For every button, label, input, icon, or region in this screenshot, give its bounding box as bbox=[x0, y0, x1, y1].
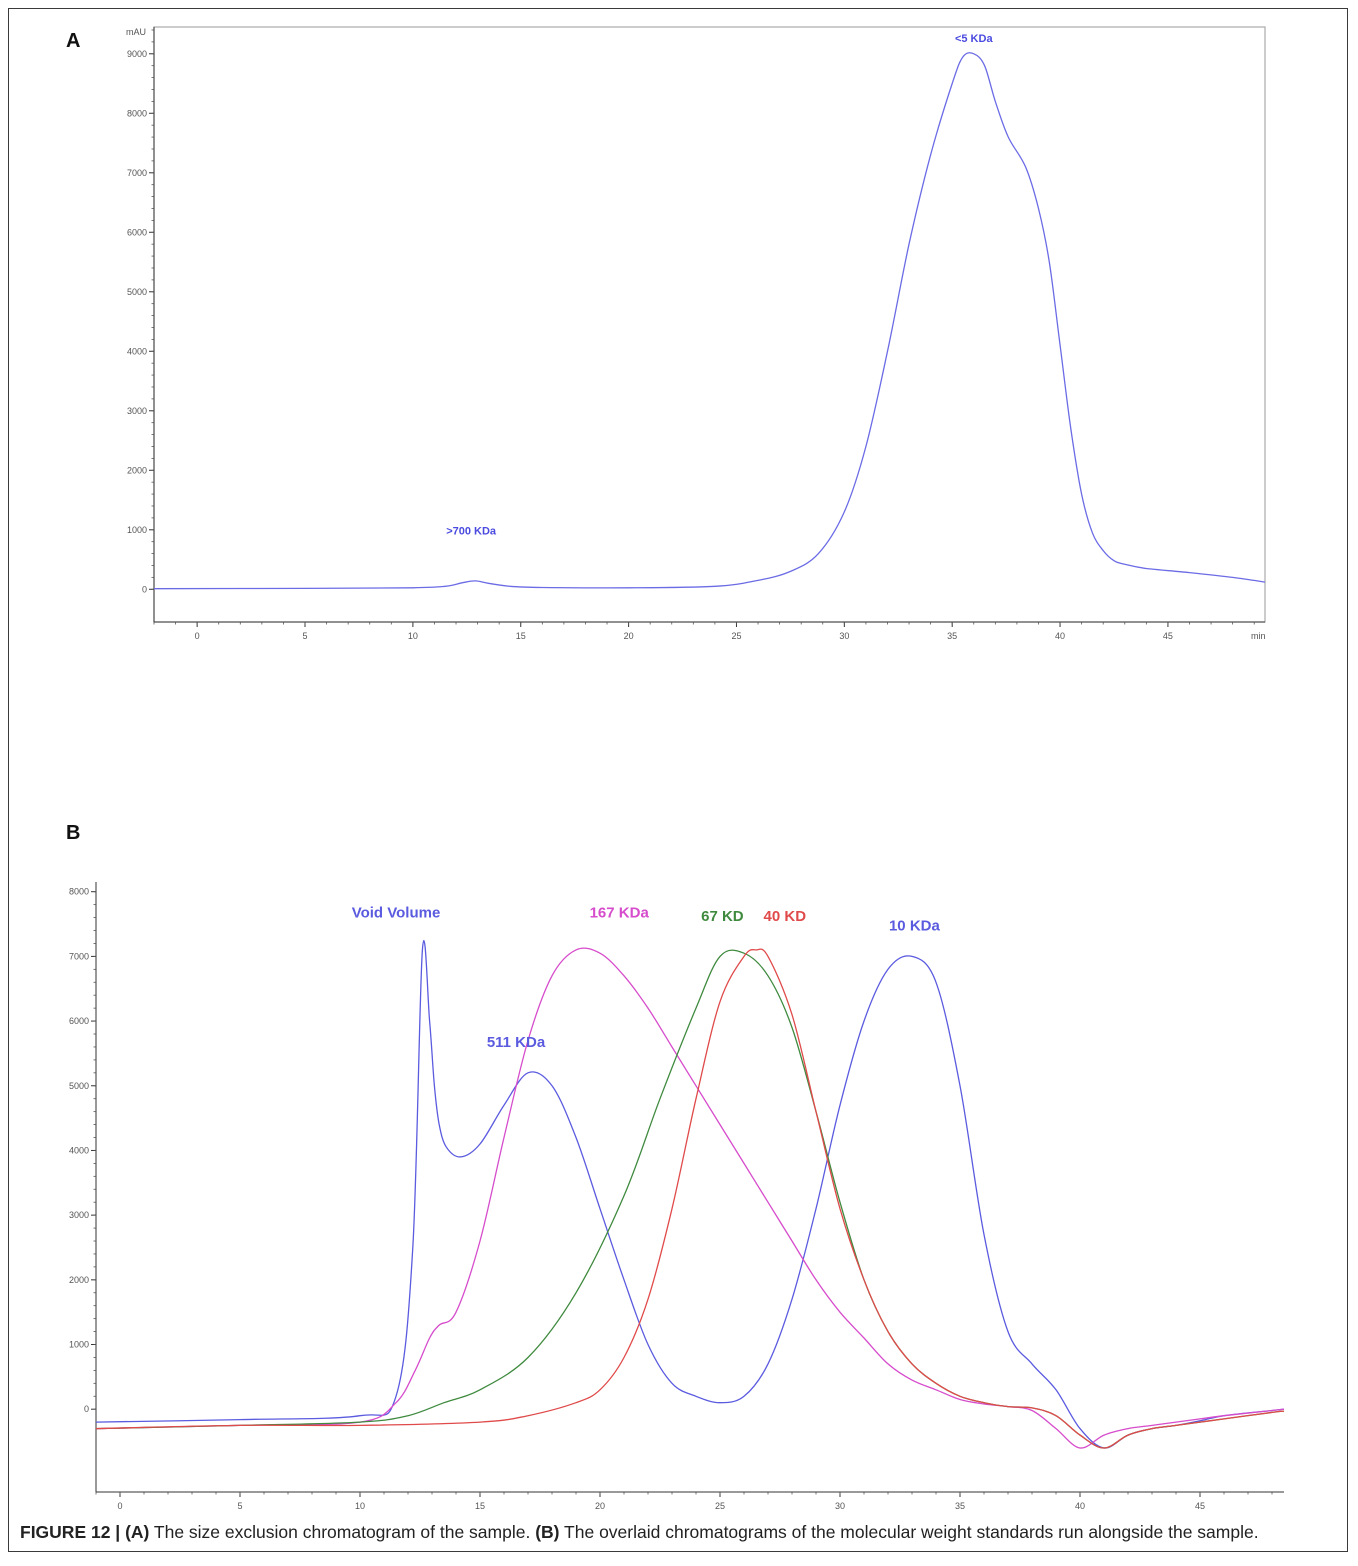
a-plot-frame bbox=[153, 26, 1266, 623]
a-peak-label-1: <5 KDa bbox=[955, 33, 993, 45]
a-y-tick-label: 2000 bbox=[127, 465, 147, 475]
a-x-tick-label: 15 bbox=[516, 631, 526, 641]
caption-prefix: FIGURE 12 | bbox=[20, 1522, 126, 1542]
a-x-tick-label: 30 bbox=[839, 631, 849, 641]
a-x-tick-label: 10 bbox=[408, 631, 418, 641]
a-y-tick-label: 3000 bbox=[127, 406, 147, 416]
a-y-tick-label: 5000 bbox=[127, 287, 147, 297]
a-series-line-1 bbox=[153, 52, 1266, 590]
a-y-tick-label: 7000 bbox=[127, 168, 147, 178]
a-y-tick-label: 4000 bbox=[127, 346, 147, 356]
caption-a-text: The size exclusion chromatogram of the s… bbox=[149, 1522, 536, 1542]
a-y-tick-label: 8000 bbox=[127, 108, 147, 118]
caption-b-text: The overlaid chromatograms of the molecu… bbox=[559, 1522, 1259, 1542]
a-x-tick-label: 40 bbox=[1055, 631, 1065, 641]
a-y-tick-label: 6000 bbox=[127, 227, 147, 237]
figure-frame bbox=[8, 8, 1348, 1552]
a-y-tick-label: 9000 bbox=[127, 49, 147, 59]
a-x-unit-label: min bbox=[1251, 631, 1266, 641]
caption-a-tag: (A) bbox=[125, 1522, 150, 1542]
a-x-tick-label: 45 bbox=[1163, 631, 1173, 641]
a-x-tick-label: 20 bbox=[624, 631, 634, 641]
panel-b-letter: B bbox=[66, 822, 81, 844]
figure-caption: FIGURE 12 | (A) The size exclusion chrom… bbox=[20, 1522, 1340, 1543]
a-x-tick-label: 0 bbox=[195, 631, 200, 641]
a-x-tick-label: 35 bbox=[947, 631, 957, 641]
a-y-unit-label: mAU bbox=[126, 27, 146, 37]
a-y-tick-label: 0 bbox=[142, 584, 147, 594]
caption-b-tag: (B) bbox=[535, 1522, 560, 1542]
a-y-tick-label: 1000 bbox=[127, 525, 147, 535]
a-x-tick-label: 5 bbox=[303, 631, 308, 641]
a-peak-label-2: >700 KDa bbox=[446, 526, 497, 538]
panel-a-letter: A bbox=[66, 30, 81, 52]
a-x-tick-label: 25 bbox=[731, 631, 741, 641]
